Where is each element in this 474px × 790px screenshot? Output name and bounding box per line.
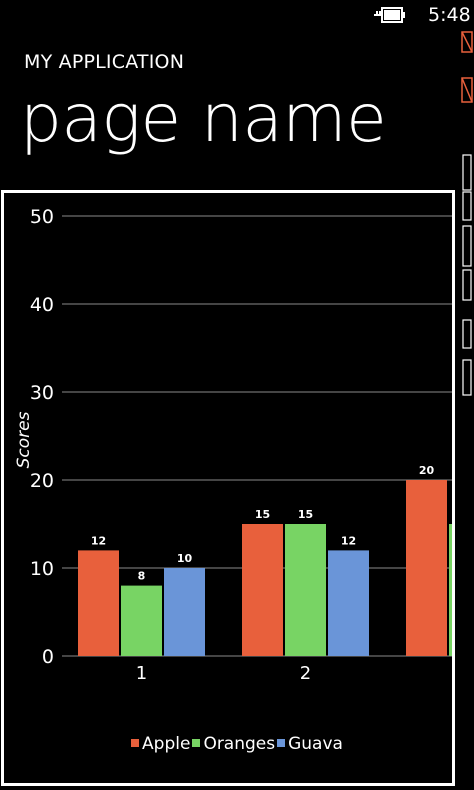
y-tick-label: 40 <box>30 294 54 316</box>
bar <box>406 480 447 656</box>
page-title: page name <box>20 80 387 157</box>
legend-item-apple: Apple <box>131 734 190 754</box>
y-tick-label: 20 <box>30 470 54 492</box>
y-tick-label: 0 <box>42 646 54 668</box>
data-label: 10 <box>177 552 193 565</box>
x-tick-label: 1 <box>136 663 147 684</box>
y-axis-label: Scores <box>14 411 34 468</box>
app-title: MY APPLICATION <box>24 51 185 73</box>
legend-label-guava: Guava <box>288 734 343 754</box>
data-label: 12 <box>341 534 356 547</box>
status-clock: 5:48 <box>428 4 471 26</box>
bar <box>285 524 326 656</box>
chart-legend: Apple Oranges Guava <box>0 734 474 754</box>
bar <box>449 524 452 656</box>
bar-chart: 0 10 20 30 40 50 Scores 12 8 10 1 15 15 12 2 20 <box>14 206 452 684</box>
frame-rate-counter <box>461 31 473 396</box>
data-label: 8 <box>138 570 146 583</box>
data-label: 12 <box>91 534 106 547</box>
data-label: 15 <box>255 508 270 521</box>
bar <box>78 550 119 656</box>
y-tick-label: 30 <box>30 382 54 404</box>
legend-swatch-apple <box>131 739 140 747</box>
legend-item-guava: Guava <box>277 734 343 754</box>
legend-label-apple: Apple <box>142 734 191 754</box>
legend-swatch-oranges <box>192 739 201 747</box>
x-tick-label: 2 <box>300 663 311 684</box>
chart-container: 0 10 20 30 40 50 Scores 12 8 10 1 15 15 12 2 20 <box>1 190 455 786</box>
battery-charging-icon <box>374 7 405 23</box>
bar <box>121 585 162 656</box>
bar <box>328 550 369 656</box>
bar <box>164 568 205 656</box>
legend-label-oranges: Oranges <box>203 734 276 754</box>
data-label: 15 <box>298 508 313 521</box>
y-tick-label: 50 <box>30 206 54 228</box>
status-bar: 5:48 <box>0 0 474 32</box>
data-label: 20 <box>419 464 435 477</box>
bar <box>242 524 283 656</box>
y-tick-label: 10 <box>30 558 54 580</box>
legend-swatch-guava <box>277 739 286 747</box>
legend-item-oranges: Oranges <box>192 734 275 754</box>
